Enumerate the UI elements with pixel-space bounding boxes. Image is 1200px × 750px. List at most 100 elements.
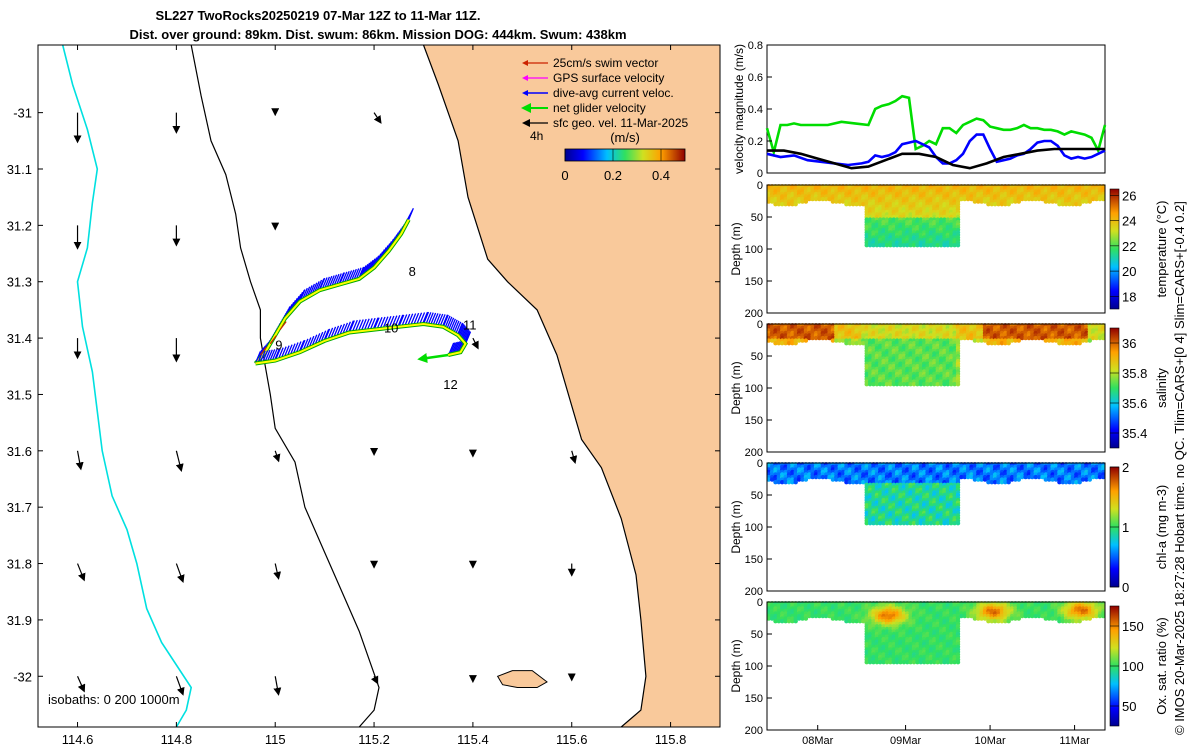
section-data-point [1040,196,1045,202]
section-data-point [800,338,805,343]
section-data-point [810,335,815,341]
section-data-point [837,338,842,343]
section-data-point [790,341,795,346]
geo-velocity-arrow [175,676,185,696]
y-tick-label: 31.1 [7,162,32,177]
colorbar-label: (m/s) [610,130,640,145]
colorbar-tick-label: 1 [1122,520,1129,535]
section-data-point [871,243,876,248]
y-tick-label: 0.2 [748,136,763,148]
colorbar-tick-label: 36 [1122,336,1136,351]
section-data-point [807,335,812,341]
section-data-point [830,338,836,343]
section-data-point [1030,196,1035,202]
y-tick-label: 0.8 [748,40,763,52]
section-data-point [803,338,809,343]
section-data-point [796,199,802,204]
section-data-point [1097,196,1103,202]
section-data-point [786,202,792,207]
legend-entry: 25cm/s swim vector [553,56,658,70]
section-data-point [793,202,798,207]
section-data-point [1023,196,1028,202]
section-data-point [796,338,802,343]
section-data-point [1026,196,1032,202]
colorbar-tick-label: 35.6 [1122,396,1147,411]
geo-velocity-arrow [76,563,86,582]
section-data-point [908,243,913,248]
swim-vector [269,335,277,345]
colorbar-tick-label: 18 [1122,289,1136,304]
section-data-point [861,341,866,346]
section-data-point [776,202,781,207]
section-data-point [925,243,930,248]
y-tick-label: 31.9 [7,613,32,628]
colorbar-ticks: 0 0.2 0.4 [561,149,670,183]
section-data-point [810,196,815,202]
section-data-point [965,196,971,202]
section-data-point [999,202,1005,207]
section-data-point [949,243,954,248]
y-tick-label: 31.2 [7,218,32,233]
day-label: 8 [409,264,416,279]
section-data-point [874,382,880,387]
section-data-point [935,243,940,248]
section-data-point [901,243,907,248]
section-data-point [986,202,991,207]
x-tick-label: 115 [265,732,286,747]
y-tick-label: 150 [745,415,763,427]
section-data-point [996,202,1001,207]
section-data-point [1101,196,1106,202]
current-vector [453,320,460,334]
section-data-point [932,243,937,248]
section-data-point [840,338,846,343]
section-data-point [959,196,964,202]
section-data-point [861,202,866,207]
section-data-point [851,202,856,207]
colorbar-tick-label: 0 [561,168,568,183]
y-tick-label: 50 [751,212,763,224]
section-data-point [955,243,961,248]
current-vector [444,315,451,329]
section-data-point [854,202,859,207]
net-velocity-arrow [417,353,449,363]
section-data-point [776,341,781,346]
section-data-point [820,335,825,341]
isobath-label: isobaths: 0 200 1000m [48,692,180,707]
legend-entry: GPS surface velocity [553,71,664,85]
section-data-point [1063,202,1069,207]
geo-velocity-arrow [75,450,84,471]
section-data-point [813,196,819,202]
current-vector [446,316,453,330]
section-data-point [1033,196,1038,202]
section-data-point [1047,199,1052,204]
section-data-point [851,341,856,346]
velocity-series-line [766,133,1106,167]
section-data-point [871,382,876,387]
section-data-point [1070,202,1076,207]
speed-colorbar [564,148,686,162]
geo-velocity-arrow [272,450,281,463]
current-vector [432,313,439,326]
geo-velocity-arrow [175,563,185,584]
section-data-point [982,199,988,204]
map-legend: 25cm/s swim vector GPS surface velocity … [521,56,689,183]
section-data-point [888,243,893,248]
section-data-point [790,202,795,207]
section-data-point [1060,202,1066,207]
current-vector [434,313,441,326]
geo-velocity-arrow [471,337,479,350]
section-data-point [817,335,822,341]
title-line-2: Dist. over ground: 89km. Dist. swum: 86k… [129,27,626,42]
y-tick-label: 150 [745,554,763,566]
current-vector [407,208,414,221]
section-data-point [847,202,852,207]
day-label: 11 [463,318,477,333]
glider-track [253,208,472,366]
y-tick-label: 31.4 [7,331,32,346]
section-data-point [867,243,873,248]
section-data-point [976,199,981,204]
section-data-point [780,341,785,346]
section-data-point [955,521,961,526]
